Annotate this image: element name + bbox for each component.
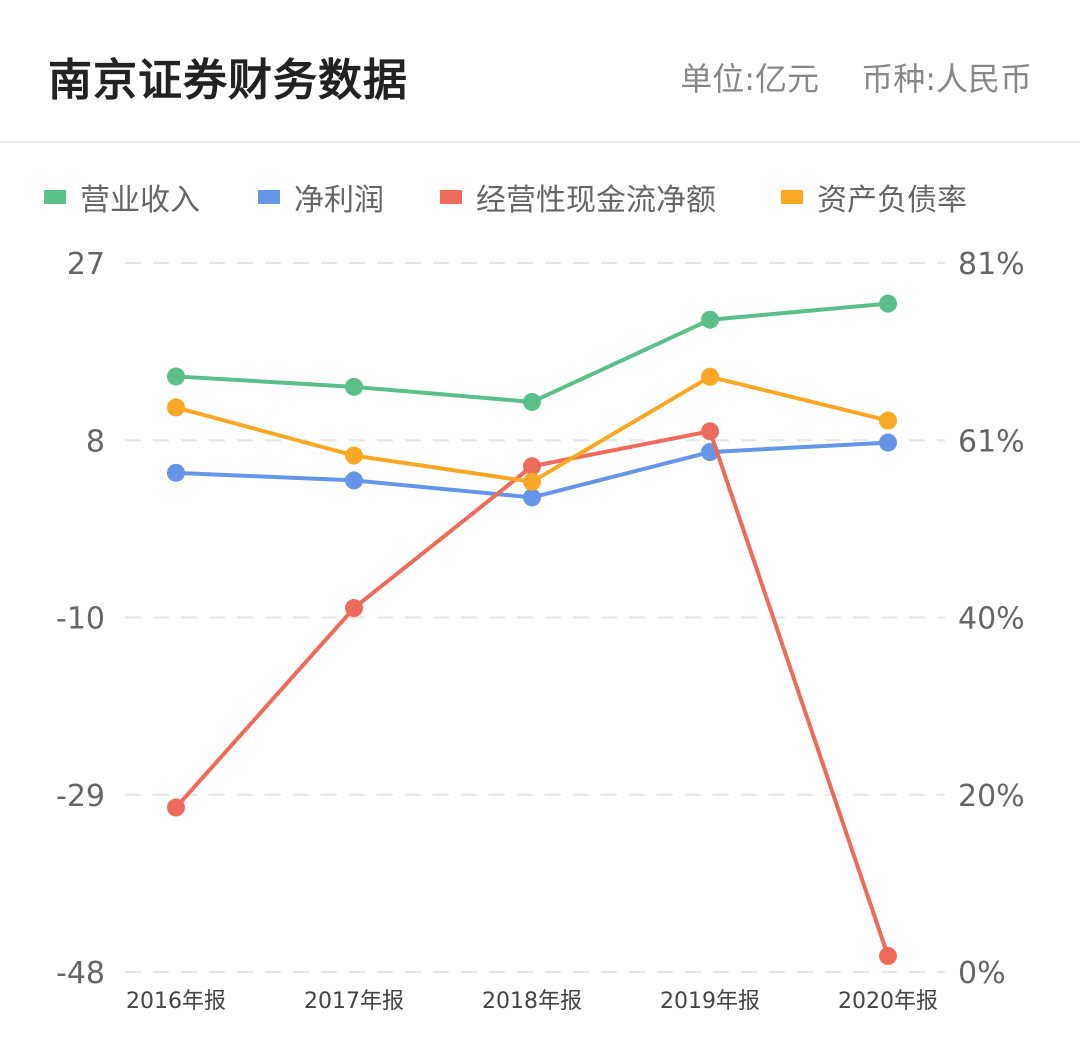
- series-line: [174, 429, 890, 957]
- data-point[interactable]: [879, 294, 897, 313]
- data-point[interactable]: [523, 392, 541, 411]
- data-point[interactable]: [879, 433, 897, 452]
- y-right-tick-label: 61%: [958, 424, 1025, 459]
- data-point[interactable]: [345, 599, 363, 618]
- data-point[interactable]: [523, 457, 541, 476]
- unit-label: 单位:亿元: [680, 60, 820, 98]
- x-tick-label: 2017年报: [304, 989, 404, 1014]
- legend-swatch: [781, 190, 803, 204]
- data-point[interactable]: [167, 798, 185, 817]
- header: 南京证券财务数据 单位:亿元 币种:人民币: [0, 0, 1080, 143]
- data-point[interactable]: [523, 488, 541, 507]
- data-point[interactable]: [167, 367, 185, 386]
- data-point[interactable]: [701, 310, 719, 329]
- legend-label: 净利润: [294, 183, 384, 218]
- y-right-tick-label: 40%: [958, 602, 1025, 637]
- x-tick-label: 2019年报: [660, 989, 760, 1014]
- data-point[interactable]: [701, 367, 719, 386]
- legend-swatch: [440, 190, 462, 204]
- y-left-tick-label: -10: [56, 602, 105, 637]
- y-right-tick-label: 81%: [958, 247, 1025, 282]
- legend-label: 经营性现金流净额: [476, 183, 716, 218]
- y-left-tick-label: 27: [67, 247, 105, 282]
- y-left-tick-label: -48: [56, 956, 105, 991]
- currency-label: 币种:人民币: [861, 60, 1032, 98]
- x-tick-label: 2016年报: [126, 989, 226, 1014]
- y-left-tick-label: -29: [56, 779, 105, 814]
- x-tick-label: 2018年报: [482, 989, 582, 1014]
- legend-swatch: [44, 190, 66, 204]
- data-point[interactable]: [345, 471, 363, 490]
- data-point[interactable]: [879, 411, 897, 430]
- data-point[interactable]: [701, 422, 719, 441]
- data-point[interactable]: [523, 472, 541, 491]
- data-point[interactable]: [879, 946, 897, 965]
- y-right-tick-label: 0%: [958, 956, 1006, 991]
- y-left-tick-label: 8: [86, 424, 105, 459]
- series-line: [175, 301, 889, 404]
- legend-label: 资产负债率: [817, 183, 967, 218]
- data-point[interactable]: [345, 377, 363, 396]
- data-point[interactable]: [345, 446, 363, 465]
- data-point[interactable]: [167, 463, 185, 482]
- unit-info: 单位:亿元 币种:人民币: [680, 54, 1032, 100]
- legend-label: 营业收入: [80, 183, 200, 218]
- x-tick-label: 2020年报: [838, 989, 938, 1014]
- page-title: 南京证券财务数据: [48, 55, 408, 106]
- data-point[interactable]: [167, 398, 185, 417]
- y-right-tick-label: 20%: [958, 779, 1025, 814]
- legend-swatch: [258, 190, 280, 204]
